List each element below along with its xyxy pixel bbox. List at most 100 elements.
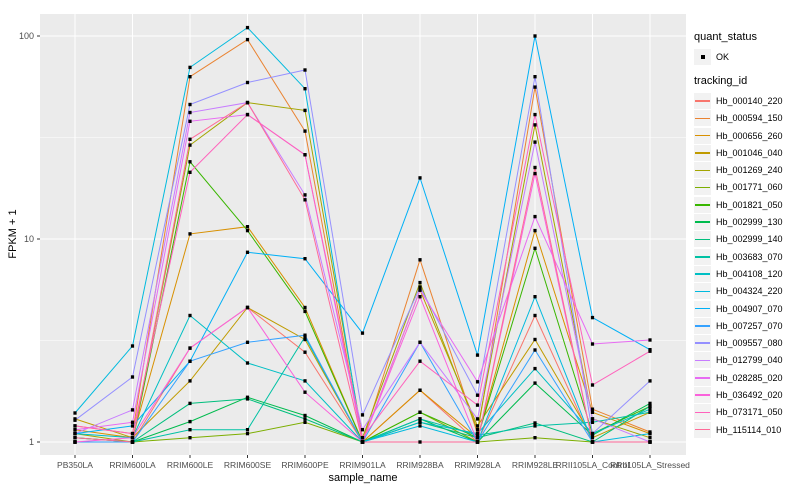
data-point — [418, 285, 422, 289]
data-point — [533, 246, 537, 250]
legend-key — [694, 162, 711, 179]
data-point — [533, 140, 537, 144]
y-tick-label: 1 — [29, 437, 34, 447]
data-point — [303, 309, 307, 314]
data-point — [303, 257, 307, 261]
data-point — [188, 110, 192, 115]
data-point — [245, 112, 250, 117]
data-point — [130, 420, 135, 424]
series-color-swatch — [695, 325, 710, 327]
data-point — [590, 410, 595, 414]
data-point — [245, 305, 250, 310]
data-point — [188, 419, 192, 424]
data-point — [648, 440, 652, 444]
legend-item: Hb_115114_010 — [694, 421, 798, 438]
legend-item-label: Hb_001269_240 — [716, 165, 783, 176]
legend-item-label: Hb_012799_040 — [716, 355, 783, 366]
legend-item-label: Hb_001771_060 — [716, 182, 783, 193]
data-point — [533, 228, 537, 233]
legend-item: Hb_004324_220 — [694, 283, 798, 300]
legend-item-label: Hb_000656_260 — [716, 130, 783, 141]
series-color-swatch — [695, 117, 710, 120]
data-point — [303, 153, 307, 157]
data-point — [533, 171, 537, 176]
series-color-swatch — [695, 342, 710, 344]
series-color-swatch — [695, 359, 710, 362]
x-tick-label: RRIM928LE — [512, 460, 559, 470]
data-point — [533, 165, 537, 170]
data-point — [188, 232, 192, 236]
legend-item: Hb_001771_060 — [694, 179, 798, 196]
legend-key — [694, 300, 711, 317]
data-point — [245, 225, 250, 229]
data-point — [188, 359, 192, 363]
data-point — [418, 280, 422, 285]
data-point — [73, 436, 77, 440]
legend-item-label: OK — [716, 51, 730, 62]
data-point — [245, 100, 250, 105]
series-color-swatch — [695, 256, 710, 258]
x-tick-label: RRIM901LA — [339, 460, 386, 470]
data-point — [245, 250, 250, 254]
series-color-swatch — [695, 377, 710, 379]
data-point — [418, 359, 422, 363]
tracking-id-legend: tracking_id Hb_000140_220 Hb_000594_150 Hb… — [694, 75, 798, 438]
legend-item: Hb_004907_070 — [694, 300, 798, 317]
series-color-swatch — [695, 394, 710, 396]
y-tick-label: 100 — [19, 31, 34, 41]
data-point — [245, 428, 250, 432]
data-point — [73, 424, 77, 428]
legend-item-label: Hb_001046_040 — [716, 147, 783, 158]
data-point — [303, 390, 307, 394]
legend-item-label: Hb_004108_120 — [716, 268, 783, 279]
data-point — [303, 379, 307, 383]
data-point — [475, 436, 480, 440]
legend-item: Hb_073171_050 — [694, 404, 798, 421]
series-color-swatch — [695, 204, 710, 206]
series-color-swatch — [695, 100, 710, 102]
data-point — [130, 440, 135, 444]
data-point — [188, 428, 192, 432]
data-point — [130, 408, 135, 412]
data-point — [73, 418, 77, 422]
data-point — [648, 407, 652, 411]
data-point — [188, 313, 192, 318]
data-point — [533, 366, 537, 371]
legend-item: Hb_000656_260 — [694, 127, 798, 144]
x-tick-label: PB350LA — [57, 460, 93, 470]
data-point — [303, 337, 307, 342]
legend-key — [694, 127, 711, 144]
legend-item: Hb_007257_070 — [694, 317, 798, 334]
legend-item: Hb_004108_120 — [694, 265, 798, 282]
data-point — [303, 420, 307, 424]
series-color-swatch — [695, 134, 710, 137]
series-color-swatch — [695, 411, 710, 414]
legend-item-label: Hb_115114_010 — [716, 424, 782, 435]
legend-key — [694, 386, 711, 403]
legend-item-label: Hb_000140_220 — [716, 95, 783, 106]
data-point — [188, 379, 192, 383]
legend-item-label: Hb_000594_150 — [716, 113, 783, 124]
data-point — [303, 68, 307, 72]
series-color-swatch — [695, 186, 710, 189]
data-point — [130, 436, 135, 440]
x-tick-label: RRII105LA_Stressed — [610, 460, 690, 470]
data-point — [648, 379, 652, 383]
legend-item: Hb_001046_040 — [694, 144, 798, 161]
legend-item-ok: OK — [694, 48, 798, 65]
data-point — [188, 102, 192, 107]
data-point — [245, 37, 250, 42]
data-point — [418, 420, 422, 424]
data-point — [188, 346, 192, 350]
series-color-swatch — [695, 169, 710, 172]
data-point — [73, 428, 77, 432]
data-point — [475, 428, 480, 432]
data-point — [475, 431, 480, 436]
series-color-swatch — [695, 273, 710, 275]
data-point — [188, 170, 192, 174]
data-point — [590, 440, 595, 444]
data-point — [418, 417, 422, 421]
data-point — [130, 424, 135, 428]
data-point — [648, 436, 652, 440]
